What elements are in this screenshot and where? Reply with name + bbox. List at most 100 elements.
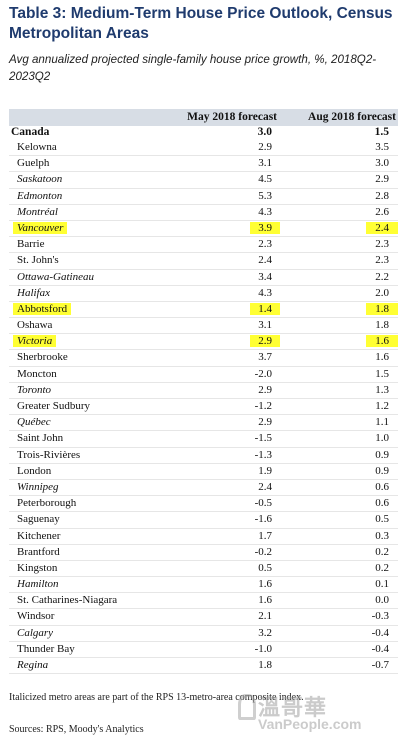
table-row: Montréal 4.3 2.6 <box>9 205 398 221</box>
metro-name: Toronto <box>17 383 52 396</box>
table-row: Trois-Rivières -1.3 0.9 <box>9 448 398 464</box>
table-row: Guelph 3.1 3.0 <box>9 156 398 173</box>
table-row: Windsor 2.1 -0.3 <box>9 609 398 626</box>
may-forecast-value: 5.3 <box>258 189 272 202</box>
aug-forecast-value: 2.3 <box>375 254 389 267</box>
table-row: Kitchener 1.7 0.3 <box>9 529 398 545</box>
aug-forecast-value: 0.2 <box>375 561 389 574</box>
may-forecast-value: 2.4 <box>258 254 272 267</box>
table-row: Ottawa-Gatineau 3.4 2.2 <box>9 270 398 286</box>
metro-name: Windsor <box>17 610 55 623</box>
metro-name: Thunder Bay <box>17 642 75 655</box>
may-forecast-value: 2.9 <box>258 383 272 396</box>
metro-name: Abbotsford <box>13 302 72 315</box>
aug-forecast-value: 1.0 <box>375 432 389 445</box>
aug-forecast-value: 1.6 <box>375 351 389 364</box>
may-forecast-value: 4.5 <box>258 173 272 186</box>
aug-forecast-value: 0.5 <box>375 513 389 526</box>
table-row: Calgary 3.2 -0.4 <box>9 626 398 642</box>
sources: Sources: RPS, Moody's Analytics <box>9 724 144 735</box>
metro-name: Kitchener <box>17 529 61 542</box>
table-header: May 2018 forecast Aug 2018 forecast <box>9 109 398 126</box>
table-row: Abbotsford 1.4 1.8 <box>9 302 398 319</box>
aug-forecast-value: 3.5 <box>375 141 389 153</box>
may-forecast-value: 1.6 <box>258 578 272 591</box>
metro-name: Saguenay <box>17 513 60 526</box>
may-forecast-value: -0.5 <box>254 497 272 510</box>
canada-aug-value: 1.5 <box>374 126 389 138</box>
may-forecast-value: 2.9 <box>258 416 272 429</box>
aug-forecast-value: 0.9 <box>375 448 389 461</box>
price-outlook-table: May 2018 forecast Aug 2018 forecast Cana… <box>9 109 398 675</box>
table-row: Regina 1.8 -0.7 <box>9 658 398 675</box>
metro-name: London <box>17 464 52 477</box>
aug-forecast-value: -0.3 <box>371 610 389 623</box>
may-forecast-value: 4.3 <box>258 205 272 218</box>
aug-forecast-value: -0.7 <box>371 659 389 671</box>
aug-forecast-value: -0.4 <box>371 642 389 655</box>
may-forecast-value: -1.5 <box>254 432 272 445</box>
table-row: Oshawa 3.1 1.8 <box>9 318 398 335</box>
table-body: Kelowna 2.9 3.5 Guelph 3.1 3.0 Saskatoon 4.5 2.9… <box>9 140 398 675</box>
metro-name: Saskatoon <box>17 173 63 186</box>
metro-name: Ottawa-Gatineau <box>17 270 94 283</box>
metro-name: Hamilton <box>17 578 59 591</box>
may-forecast-value: 0.5 <box>258 561 272 574</box>
may-forecast-value: 2.1 <box>258 610 272 623</box>
aug-forecast-value: 0.6 <box>375 497 389 510</box>
may-forecast-value: 1.4 <box>250 302 280 315</box>
table-row: London 1.9 0.9 <box>9 464 398 480</box>
metro-name: Vancouver <box>13 221 68 234</box>
aug-forecast-value: 1.1 <box>375 416 389 429</box>
metro-name: Trois-Rivières <box>17 448 81 461</box>
aug-forecast-value: 1.6 <box>366 335 398 348</box>
table-title: Table 3: Medium-Term House Price Outlook… <box>9 5 393 42</box>
metro-name: Oshawa <box>17 319 53 332</box>
aug-forecast-value: 0.6 <box>375 480 389 493</box>
metro-name: Victoria <box>13 335 57 348</box>
table-row: Saguenay -1.6 0.5 <box>9 512 398 529</box>
may-forecast-value: -1.6 <box>254 513 272 526</box>
may-forecast-value: 3.9 <box>250 221 280 234</box>
metro-name: Québec <box>17 416 51 429</box>
table-row: Winnipeg 2.4 0.6 <box>9 480 398 497</box>
watermark-url: VanPeople.com <box>258 716 362 732</box>
metro-name: Brantford <box>17 545 60 558</box>
footnote: Italicized metro areas are part of the R… <box>9 692 304 703</box>
aug-forecast-value: 0.0 <box>375 594 389 607</box>
aug-forecast-value: 1.3 <box>375 383 389 396</box>
aug-forecast-value: 2.2 <box>375 270 389 283</box>
aug-forecast-value: 2.8 <box>375 189 389 202</box>
may-forecast-value: -0.2 <box>254 545 272 558</box>
header-aug-2018: Aug 2018 forecast <box>308 111 396 123</box>
metro-name: Greater Sudbury <box>17 400 91 412</box>
may-forecast-value: 3.4 <box>258 270 272 283</box>
table-row: Toronto 2.9 1.3 <box>9 383 398 399</box>
may-forecast-value: 3.2 <box>258 626 272 639</box>
may-forecast-value: 2.9 <box>250 335 280 348</box>
aug-forecast-value: 2.0 <box>375 286 389 299</box>
may-forecast-value: 2.3 <box>258 238 272 251</box>
may-forecast-value: -2.0 <box>254 367 272 380</box>
table-row: Vancouver 3.9 2.4 <box>9 221 398 238</box>
may-forecast-value: 2.4 <box>258 480 272 493</box>
watermark-logo-icon <box>238 694 256 720</box>
header-may-2018: May 2018 forecast <box>187 111 277 123</box>
may-forecast-value: 1.6 <box>258 594 272 607</box>
table-row: Greater Sudbury -1.2 1.2 <box>9 399 398 416</box>
aug-forecast-value: -0.4 <box>371 626 389 639</box>
metro-name: Saint John <box>17 432 64 445</box>
metro-name: Regina <box>17 659 49 671</box>
table-row: St. John's 2.4 2.3 <box>9 253 398 270</box>
table-row: Sherbrooke 3.7 1.6 <box>9 350 398 367</box>
table-row: Kelowna 2.9 3.5 <box>9 140 398 157</box>
may-forecast-value: 1.8 <box>258 659 272 671</box>
metro-name: Calgary <box>17 626 54 639</box>
metro-name: Winnipeg <box>17 480 59 493</box>
table-row: Edmonton 5.3 2.8 <box>9 189 398 205</box>
aug-forecast-value: 0.9 <box>375 464 389 477</box>
table-row: Saskatoon 4.5 2.9 <box>9 172 398 189</box>
may-forecast-value: 3.7 <box>258 351 272 364</box>
table-row: Thunder Bay -1.0 -0.4 <box>9 642 398 658</box>
table-row: Moncton -2.0 1.5 <box>9 367 398 383</box>
